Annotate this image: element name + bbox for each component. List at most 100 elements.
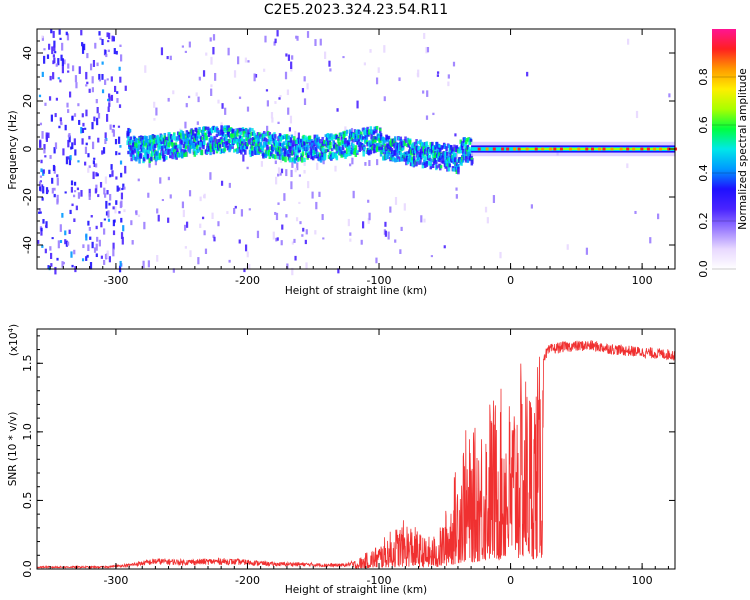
- heatmap-cell: [227, 131, 230, 138]
- heatmap-cell: [226, 211, 229, 214]
- heatmap-cell: [278, 97, 281, 100]
- heatmap-cell: [85, 84, 88, 87]
- heatmap-cell: [217, 130, 220, 134]
- heatmap-cell: [208, 137, 212, 142]
- heatmap-cell: [405, 143, 409, 148]
- heatmap-cell: [144, 155, 148, 159]
- heatmap-cell: [42, 186, 45, 194]
- heatmap-cell: [173, 136, 177, 141]
- heatmap-cell: [217, 221, 220, 227]
- snr-panel: -300 -200 -100 0 100 0.0 0.5 1.0 1.5 Height of s…: [7, 324, 676, 596]
- heatmap-cell: [109, 124, 112, 130]
- heatmap-cell: [316, 152, 320, 157]
- heatmap-cell: [287, 149, 290, 155]
- heatmap-cell: [240, 136, 244, 142]
- heatmap-cell: [281, 154, 285, 161]
- heatmap-cell: [355, 129, 358, 135]
- heatmap-cell: [449, 152, 452, 158]
- heatmap-cell: [108, 202, 111, 206]
- heatmap-cell: [362, 127, 365, 132]
- heatmap-cell: [377, 135, 380, 141]
- heatmap-cell: [313, 134, 317, 140]
- heatmap-cell: [212, 234, 215, 238]
- heatmap-cell: [345, 153, 349, 157]
- heatmap-cell: [440, 145, 444, 150]
- heatmap-cell: [394, 158, 397, 163]
- heatmap-cell: [64, 239, 67, 245]
- heatmap-cell: [86, 53, 89, 59]
- heatmap-cell: [88, 165, 91, 169]
- heatmap-cell: [81, 128, 85, 133]
- heatmap-cell: [283, 134, 287, 139]
- heatmap-cell: [113, 48, 116, 55]
- heatmap-cell: [253, 73, 256, 82]
- heatmap-cell: [349, 238, 352, 242]
- heatmap-cell: [46, 54, 50, 59]
- heatmap-cell: [56, 174, 59, 178]
- heatmap-cell: [150, 138, 154, 144]
- heatmap-cell: [87, 167, 90, 173]
- heatmap-cell: [585, 147, 589, 151]
- heatmap-cell: [454, 133, 457, 137]
- heatmap-cell: [302, 137, 305, 142]
- heatmap-cell: [437, 148, 440, 154]
- heatmap-cell: [251, 144, 254, 151]
- heatmap-cell: [171, 135, 174, 140]
- heatmap-cell: [199, 136, 203, 143]
- heatmap-cell: [108, 102, 111, 107]
- heatmap-cell: [236, 131, 239, 137]
- heatmap-cell: [70, 180, 74, 186]
- heatmap-cell: [204, 248, 208, 255]
- heatmap-cell: [107, 106, 110, 112]
- heatmap-cell: [369, 49, 372, 53]
- heatmap-cell: [332, 134, 335, 140]
- heatmap-cell: [147, 148, 151, 154]
- heatmap-cell: [145, 135, 148, 141]
- heatmap-cell: [112, 230, 116, 236]
- heatmap-cell: [115, 151, 118, 156]
- heatmap-cell: [183, 152, 186, 158]
- heatmap-cell: [184, 151, 188, 157]
- heatmap-cell: [559, 147, 563, 151]
- heatmap-cell: [363, 146, 366, 151]
- heatmap-cell: [405, 159, 408, 166]
- heatmap-cell: [276, 30, 279, 37]
- heatmap-cell: [367, 199, 370, 203]
- heatmap-cell: [242, 131, 245, 138]
- heatmap-cell: [322, 139, 326, 144]
- heatmap-cell: [91, 141, 95, 150]
- heatmap-cell: [357, 134, 361, 139]
- heatmap-cell: [161, 152, 165, 159]
- heatmap-cell: [429, 161, 433, 167]
- heatmap-cell: [251, 150, 254, 157]
- heatmap-cell: [92, 59, 96, 67]
- heatmap-cell: [341, 151, 344, 157]
- heatmap-cell: [375, 257, 378, 264]
- heatmap-cell: [318, 142, 321, 147]
- heatmap-cell: [299, 144, 302, 150]
- heatmap-cell: [301, 88, 305, 93]
- heatmap-cell: [400, 226, 403, 231]
- heatmap-cell: [139, 144, 143, 150]
- heatmap-cell: [276, 237, 279, 241]
- heatmap-cell: [159, 137, 163, 142]
- heatmap-cell: [135, 137, 138, 144]
- heatmap-cell: [104, 176, 108, 184]
- heatmap-cell: [65, 156, 69, 165]
- heatmap-cell: [244, 149, 247, 155]
- heatmap-cell: [105, 200, 108, 209]
- heatmap-cell: [155, 155, 159, 161]
- heatmap-cell: [106, 78, 109, 81]
- heatmap-cell: [195, 92, 198, 97]
- heatmap-cell: [119, 160, 123, 165]
- heatmap-cell: [428, 154, 432, 160]
- heatmap-cell: [457, 163, 460, 170]
- heatmap-cell: [88, 188, 91, 197]
- heatmap-cell: [290, 181, 293, 190]
- heatmap-cell: [158, 144, 161, 150]
- heatmap-cell: [104, 79, 107, 85]
- heatmap-cell: [233, 207, 236, 214]
- heatmap-cell: [293, 157, 297, 164]
- heatmap-cell: [228, 182, 231, 188]
